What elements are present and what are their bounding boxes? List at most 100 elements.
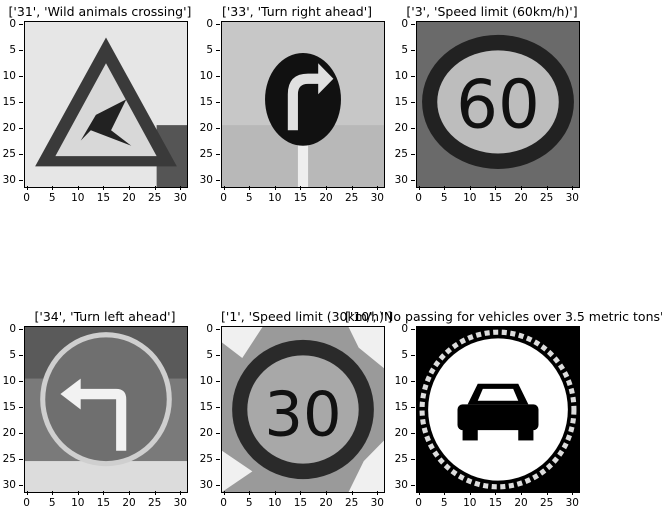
panel-title: ['1', 'Speed limit (30km/h)']	[221, 309, 393, 324]
y-tick-label: 15	[0, 96, 23, 108]
x-tick-label: 5	[42, 186, 62, 204]
y-tick-label: 20	[195, 427, 220, 439]
y-tick-label: 5	[390, 349, 415, 361]
y-tick-label: 20	[195, 122, 220, 134]
x-tick-label: 0	[409, 186, 429, 204]
x-tick-label: 30	[562, 491, 582, 509]
x-tick-label: 25	[342, 186, 362, 204]
x-tick-label: 0	[214, 186, 234, 204]
image-frame	[24, 326, 188, 493]
y-tick-label: 25	[390, 453, 415, 465]
x-tick-label: 20	[511, 186, 531, 204]
x-tick-label: 10	[68, 491, 88, 509]
x-tick-label: 15	[290, 186, 310, 204]
panel-speed-30: ['1', 'Speed limit (30km/h)'] 30 0 5 10 15 2…	[197, 309, 397, 529]
x-tick-label: 15	[93, 491, 113, 509]
y-tick-label: 30	[390, 479, 415, 491]
y-tick-label: 0	[390, 18, 415, 30]
x-tick-label: 20	[511, 491, 531, 509]
image-frame	[221, 21, 385, 188]
y-tick-label: 5	[390, 44, 415, 56]
x-tick-label: 5	[42, 491, 62, 509]
y-tick-label: 30	[195, 174, 220, 186]
y-tick-label: 0	[195, 323, 220, 335]
panel-turn-left: ['34', 'Turn left ahead'] 0 5 10 15 20 25 30 0 5…	[0, 309, 200, 529]
x-tick-label: 5	[434, 491, 454, 509]
x-tick-label: 30	[170, 186, 190, 204]
y-tick-label: 5	[0, 44, 23, 56]
y-tick-label: 10	[390, 70, 415, 82]
x-tick-label: 0	[409, 491, 429, 509]
panel-wild-animals: ['31', 'Wild animals crossing'] 0 5 10 15 20…	[0, 4, 200, 224]
no-passing-trucks-icon	[417, 327, 579, 492]
panel-turn-right: ['33', 'Turn right ahead'] 0 5 10 15 20 25 30 0…	[197, 4, 397, 224]
turn-right-arrow-icon	[222, 22, 384, 187]
y-tick-label: 20	[0, 427, 23, 439]
y-tick-label: 30	[195, 479, 220, 491]
x-tick-label: 20	[316, 186, 336, 204]
y-tick-label: 30	[390, 174, 415, 186]
y-tick-label: 0	[0, 323, 23, 335]
y-tick-label: 15	[0, 401, 23, 413]
turn-left-arrow-icon	[25, 327, 187, 492]
image-frame: 60	[416, 21, 580, 188]
x-tick-label: 20	[119, 491, 139, 509]
x-tick-label: 10	[265, 186, 285, 204]
y-tick-label: 0	[195, 18, 220, 30]
x-tick-label: 15	[485, 491, 505, 509]
y-tick-label: 10	[195, 375, 220, 387]
y-tick-label: 10	[390, 375, 415, 387]
x-tick-label: 10	[265, 491, 285, 509]
panel-speed-60: ['3', 'Speed limit (60km/h)'] 60 0 5 10 15 2…	[392, 4, 592, 224]
y-tick-label: 10	[195, 70, 220, 82]
x-tick-label: 15	[290, 491, 310, 509]
x-tick-label: 0	[17, 186, 37, 204]
y-tick-label: 15	[390, 401, 415, 413]
y-tick-label: 30	[0, 479, 23, 491]
x-tick-label: 20	[316, 491, 336, 509]
y-tick-label: 30	[0, 174, 23, 186]
y-tick-label: 20	[390, 427, 415, 439]
x-tick-label: 5	[239, 491, 259, 509]
panel-title: ['10', 'No passing for vehicles over 3.5…	[345, 309, 662, 324]
y-tick-label: 25	[0, 148, 23, 160]
x-tick-label: 15	[485, 186, 505, 204]
x-tick-label: 30	[170, 491, 190, 509]
panel-title: ['33', 'Turn right ahead']	[221, 4, 373, 19]
x-tick-label: 0	[17, 491, 37, 509]
y-tick-label: 20	[0, 122, 23, 134]
y-tick-label: 20	[390, 122, 415, 134]
x-tick-label: 30	[367, 186, 387, 204]
y-tick-label: 0	[390, 323, 415, 335]
x-tick-label: 5	[239, 186, 259, 204]
speed-60-icon: 60	[417, 22, 579, 187]
x-tick-label: 20	[119, 186, 139, 204]
x-tick-label: 25	[342, 491, 362, 509]
y-tick-label: 25	[195, 453, 220, 465]
x-tick-label: 5	[434, 186, 454, 204]
y-tick-label: 10	[0, 70, 23, 82]
x-tick-label: 10	[460, 491, 480, 509]
panel-title: ['3', 'Speed limit (60km/h)']	[406, 4, 578, 19]
y-tick-label: 25	[0, 453, 23, 465]
speed-number: 60	[456, 65, 540, 144]
y-tick-label: 15	[390, 96, 415, 108]
y-tick-label: 25	[390, 148, 415, 160]
x-tick-label: 30	[562, 186, 582, 204]
y-tick-label: 15	[195, 401, 220, 413]
panel-title: ['34', 'Turn left ahead']	[34, 309, 176, 324]
x-tick-label: 0	[214, 491, 234, 509]
x-tick-label: 25	[145, 186, 165, 204]
y-tick-label: 25	[195, 148, 220, 160]
speed-number: 30	[264, 379, 341, 451]
speed-30-icon: 30	[222, 327, 384, 492]
panel-no-passing: ['10', 'No passing for vehicles over 3.5…	[345, 309, 662, 529]
x-tick-label: 25	[537, 186, 557, 204]
y-tick-label: 0	[0, 18, 23, 30]
y-tick-label: 15	[195, 96, 220, 108]
x-tick-label: 25	[537, 491, 557, 509]
image-frame	[416, 326, 580, 493]
x-tick-label: 10	[68, 186, 88, 204]
y-tick-label: 5	[195, 44, 220, 56]
x-tick-label: 10	[460, 186, 480, 204]
